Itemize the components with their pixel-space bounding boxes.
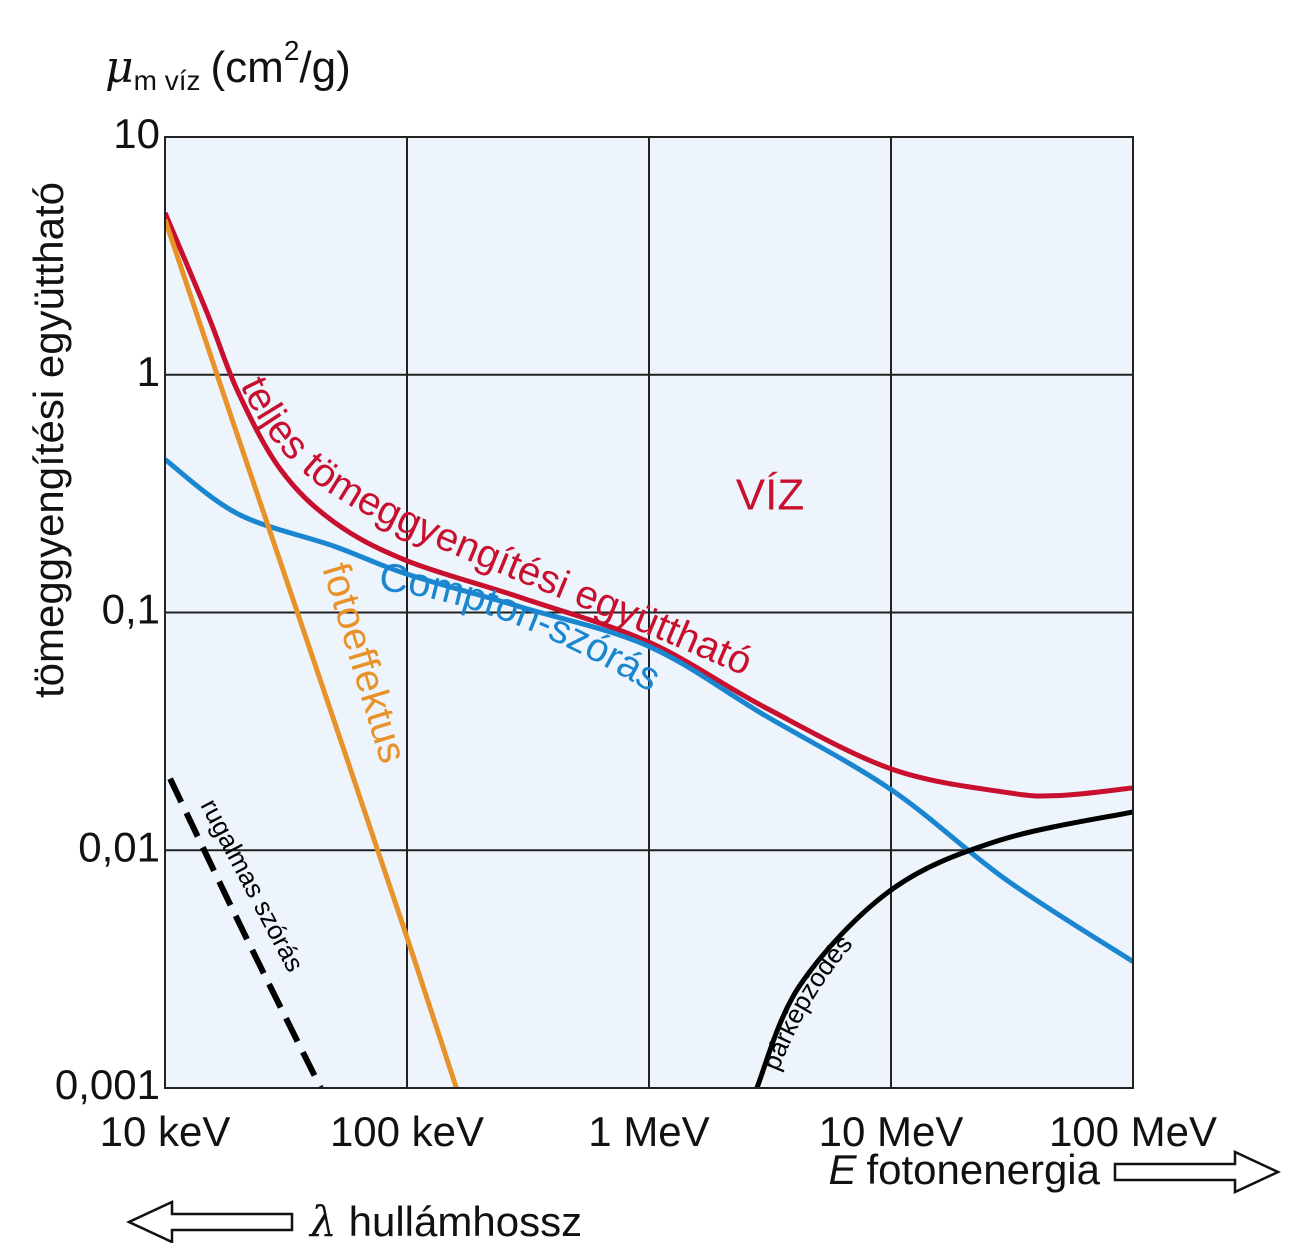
energy-arrow (1113, 1150, 1281, 1194)
wavelength-symbol: λ (308, 1197, 337, 1243)
x-axis-symbol: E (828, 1146, 857, 1193)
y-unit-superscript: 2 (284, 35, 300, 66)
y-tick-label: 0,001 (55, 1061, 160, 1108)
x-tick-label: 10 MeV (819, 1108, 964, 1155)
y-tick-label: 0,01 (78, 823, 160, 870)
wavelength-label: λ hullámhossz (308, 1197, 582, 1243)
series-line (754, 809, 1133, 1088)
plot-border (164, 136, 1134, 1089)
series-line (167, 777, 324, 1088)
annotation: VÍZ (736, 471, 804, 520)
x-tick-label: 10 keV (100, 1108, 231, 1155)
x-tick-label: 1 MeV (588, 1108, 709, 1155)
wavelength-text: hullámhossz (349, 1198, 582, 1243)
x-axis-text: fotonenergia (866, 1146, 1100, 1193)
x-tick-label: 100 MeV (1049, 1108, 1217, 1155)
y-tick-label: 10 (113, 110, 160, 157)
series-line (165, 211, 1133, 799)
y-tick-label: 1 (137, 348, 160, 395)
series-line (165, 218, 459, 1088)
y-axis-label: tömeggyengítési együttható (25, 182, 72, 698)
y-unit-symbol: μ (105, 42, 134, 93)
curves (165, 211, 1133, 1088)
y-unit-unit: (cm (211, 43, 284, 92)
y-unit-subscript: m víz (134, 65, 201, 96)
y-unit-end: /g) (299, 43, 350, 92)
x-tick-label: 100 keV (330, 1108, 484, 1155)
wavelength-arrow (126, 1200, 294, 1243)
y-unit: μm víz (cm2/g) (105, 35, 351, 96)
y-tick-label: 0,1 (102, 586, 160, 633)
